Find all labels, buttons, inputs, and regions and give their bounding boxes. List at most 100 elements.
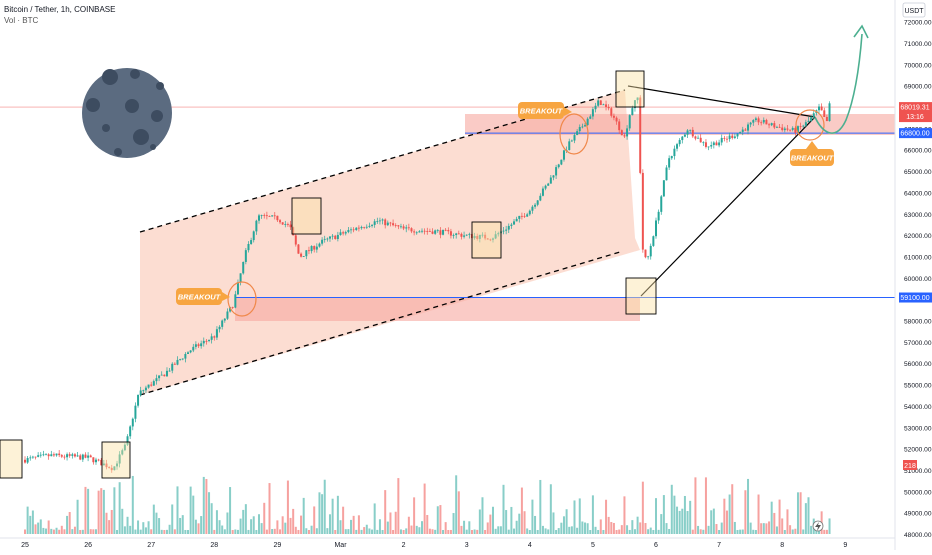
- candle-body: [791, 127, 794, 130]
- candle-body: [221, 320, 224, 327]
- volume-bar: [439, 505, 442, 534]
- volume-bar: [494, 528, 497, 534]
- price-tick-label: 48000.00: [904, 532, 932, 539]
- volume-bar: [770, 501, 773, 534]
- symbol-legend: Bitcoin / Tether, 1h, COINBASE: [4, 5, 116, 14]
- volume-bar: [39, 519, 42, 534]
- volume-bar: [665, 523, 668, 534]
- currency-badge[interactable]: [902, 2, 926, 18]
- volume-bar: [305, 528, 308, 534]
- candle-body: [142, 390, 145, 392]
- volume-bar: [213, 529, 216, 534]
- volume-bar: [226, 512, 229, 534]
- candle-body: [236, 282, 239, 295]
- candle-body: [110, 467, 113, 471]
- candle-body: [113, 466, 116, 471]
- volume-bar: [357, 515, 360, 534]
- candle-body: [715, 142, 718, 146]
- volume-bar: [825, 529, 828, 534]
- candle-body: [407, 227, 410, 229]
- candle-body: [536, 200, 539, 205]
- candle-body: [799, 126, 802, 127]
- candle-body: [315, 246, 318, 250]
- price-tick-label: 57000.00: [904, 340, 932, 347]
- volume-bar: [539, 479, 542, 534]
- volume-bar: [802, 529, 805, 534]
- candle-body: [171, 363, 174, 371]
- volume-bar: [378, 519, 381, 534]
- candle-body: [681, 136, 684, 141]
- candle-body: [447, 230, 450, 232]
- volume-bar: [528, 529, 531, 534]
- candle-body: [39, 454, 42, 456]
- triangle-upper-line[interactable]: [627, 85, 816, 118]
- volume-bar: [176, 486, 179, 534]
- candle-body: [24, 459, 26, 463]
- volume-bar: [807, 497, 810, 534]
- volume-bar: [599, 519, 602, 534]
- triangle-lower-line[interactable]: [640, 116, 816, 297]
- candle-body: [481, 234, 484, 236]
- candle-body: [79, 455, 82, 460]
- volume-bar: [326, 528, 329, 534]
- volume-bar: [147, 521, 150, 534]
- candle-body: [184, 354, 187, 359]
- volume-bar: [344, 529, 347, 534]
- breakout-label: BREAKOUT: [520, 107, 564, 116]
- volume-bar: [260, 523, 263, 534]
- volume-bar: [92, 529, 95, 534]
- volume-bar: [418, 527, 421, 534]
- volume-bar: [589, 529, 592, 534]
- volume-bar: [534, 515, 537, 534]
- volume-bar: [694, 477, 697, 534]
- volume-bar: [573, 500, 576, 534]
- volume-bar: [660, 514, 663, 534]
- time-tick-label: 4: [528, 542, 532, 549]
- candle-body: [605, 104, 608, 107]
- highlight-box: [291, 197, 322, 235]
- projection-arrow[interactable]: [814, 33, 863, 134]
- candle-body: [636, 97, 639, 101]
- candle-body: [392, 223, 395, 226]
- candle-body: [434, 230, 437, 234]
- volume-bar: [775, 526, 778, 534]
- candle-body: [486, 238, 489, 240]
- candle-body: [121, 450, 124, 455]
- candle-body: [549, 177, 552, 184]
- channel-lower-line[interactable]: [139, 251, 621, 396]
- candle-body: [762, 119, 765, 123]
- candle-body: [257, 215, 260, 221]
- candle-body: [336, 234, 339, 239]
- price-tick-label: 61000.00: [904, 254, 932, 261]
- price-tick-label: 65000.00: [904, 169, 932, 176]
- volume-bar: [749, 522, 752, 534]
- candle-body: [655, 220, 657, 237]
- channel-upper-line[interactable]: [139, 89, 626, 233]
- candle-body: [247, 243, 250, 251]
- price-axis[interactable]: [896, 0, 932, 550]
- candle-body: [707, 146, 710, 148]
- candle-body: [223, 318, 226, 321]
- candle-body: [334, 235, 337, 239]
- candle-body: [205, 340, 208, 342]
- candle-body: [255, 220, 258, 232]
- volume-bar: [179, 517, 182, 534]
- candle-body: [818, 106, 821, 111]
- candle-body: [610, 108, 613, 116]
- candle-body: [468, 233, 471, 235]
- candle-body: [150, 384, 153, 386]
- volume-bar: [615, 529, 618, 534]
- volume-bar: [470, 529, 473, 534]
- volume-bar: [89, 529, 92, 534]
- volume-bar: [268, 483, 271, 534]
- candle-body: [660, 196, 663, 212]
- volume-bar: [799, 492, 802, 534]
- volume-bar: [610, 522, 613, 534]
- candle-body: [344, 232, 347, 234]
- candle-body: [426, 230, 429, 232]
- breakout-callout-3: BREAKOUT: [790, 141, 835, 166]
- candle-body: [129, 426, 132, 437]
- candle-body: [279, 220, 282, 223]
